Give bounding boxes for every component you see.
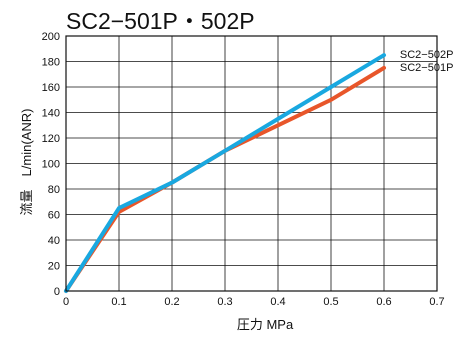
series-line-1 [64,53,386,293]
x-tick-label: 0.3 [217,296,232,308]
y-tick-label: 200 [42,31,60,43]
tick-labels: 0 0.1 0.2 0.3 0.4 0.5 0.6 0.7 0 20 40 60 80 100 120 140… [42,31,445,308]
series-lines [64,53,386,293]
x-tick-label: 0.4 [270,296,285,308]
legend-item-0: SC2−502P [400,49,454,61]
x-tick-label: 0.1 [111,296,126,308]
x-tick-label: 0 [63,296,69,308]
legend-item-1: SC2−501P [400,62,454,74]
x-tick-label: 0.5 [323,296,338,308]
y-axis-label: 流量 L/min(ANR) [19,109,34,216]
y-tick-label: 120 [42,133,60,145]
x-tick-label: 0.6 [376,296,391,308]
y-tick-label: 80 [48,184,60,196]
y-tick-label: 140 [42,108,60,120]
y-tick-label: 160 [42,82,60,94]
y-tick-label: 40 [48,235,60,247]
grid [65,35,438,292]
y-tick-label: 180 [42,57,60,69]
x-tick-label: 0.2 [164,296,179,308]
x-tick-label: 0.7 [429,296,444,308]
y-tick-label: 20 [48,261,60,273]
y-tick-label: 100 [42,159,60,171]
chart-title: SC2−501P・502P [66,8,255,34]
plot-frame [65,35,438,292]
y-tick-label: 60 [48,210,60,222]
x-axis-label: 圧力 MPa [237,317,294,332]
y-tick-label: 0 [54,286,60,298]
